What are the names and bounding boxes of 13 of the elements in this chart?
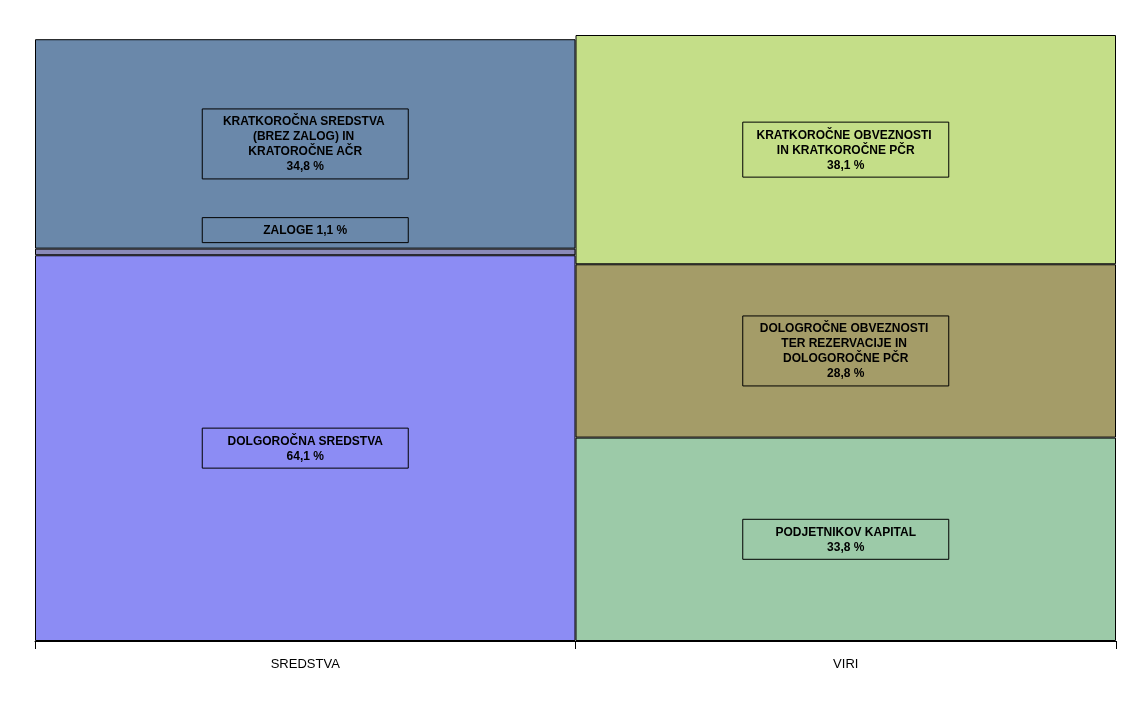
x-tick-label: VIRI — [833, 656, 859, 671]
series-label: PODJETNIKOV KAPITAL — [775, 524, 916, 539]
series-label: KRATKOROČNA SREDSTVA (BREZ ZALOG) IN KRATOROČNE AČR — [222, 113, 388, 159]
text: ZALOGE 1,1 % — [263, 223, 348, 238]
data-label: 64,1 % — [286, 448, 325, 463]
data-label: 38,1 % — [827, 157, 865, 172]
series-label: DOLOGROČNE OBVEZNOSTI TER REZERVACIJE IN DOLOGOROČNE PČR — [759, 320, 932, 366]
x-tick-label: SREDSTVA — [270, 656, 341, 671]
series-label: KRATKOROČNE OBVEZNOSTI IN KRATKOROČNE PČR — [756, 126, 935, 157]
data-label: 34,8 % — [286, 159, 325, 174]
series-label: DOLGOROČNA SREDSTVA — [227, 432, 384, 448]
data-label: 28,8 % — [827, 366, 865, 381]
data-label: 33,8 % — [827, 539, 865, 554]
